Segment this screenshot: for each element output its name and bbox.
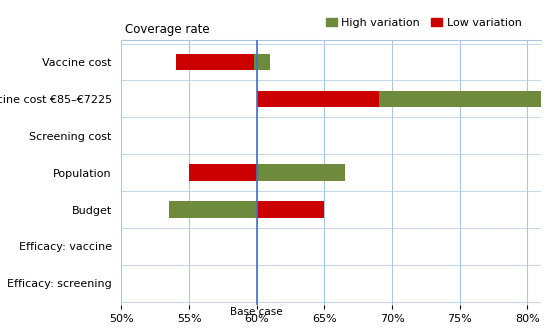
Text: Base case: Base case — [230, 307, 283, 317]
Bar — [169, 201, 257, 218]
Bar — [189, 164, 257, 181]
Legend: High variation, Low variation: High variation, Low variation — [321, 14, 526, 33]
Bar — [254, 54, 270, 70]
Bar — [379, 91, 541, 107]
Bar — [257, 164, 345, 181]
Bar — [257, 201, 325, 218]
Text: Coverage rate: Coverage rate — [125, 23, 210, 36]
Bar — [176, 54, 254, 70]
Bar — [257, 91, 379, 107]
